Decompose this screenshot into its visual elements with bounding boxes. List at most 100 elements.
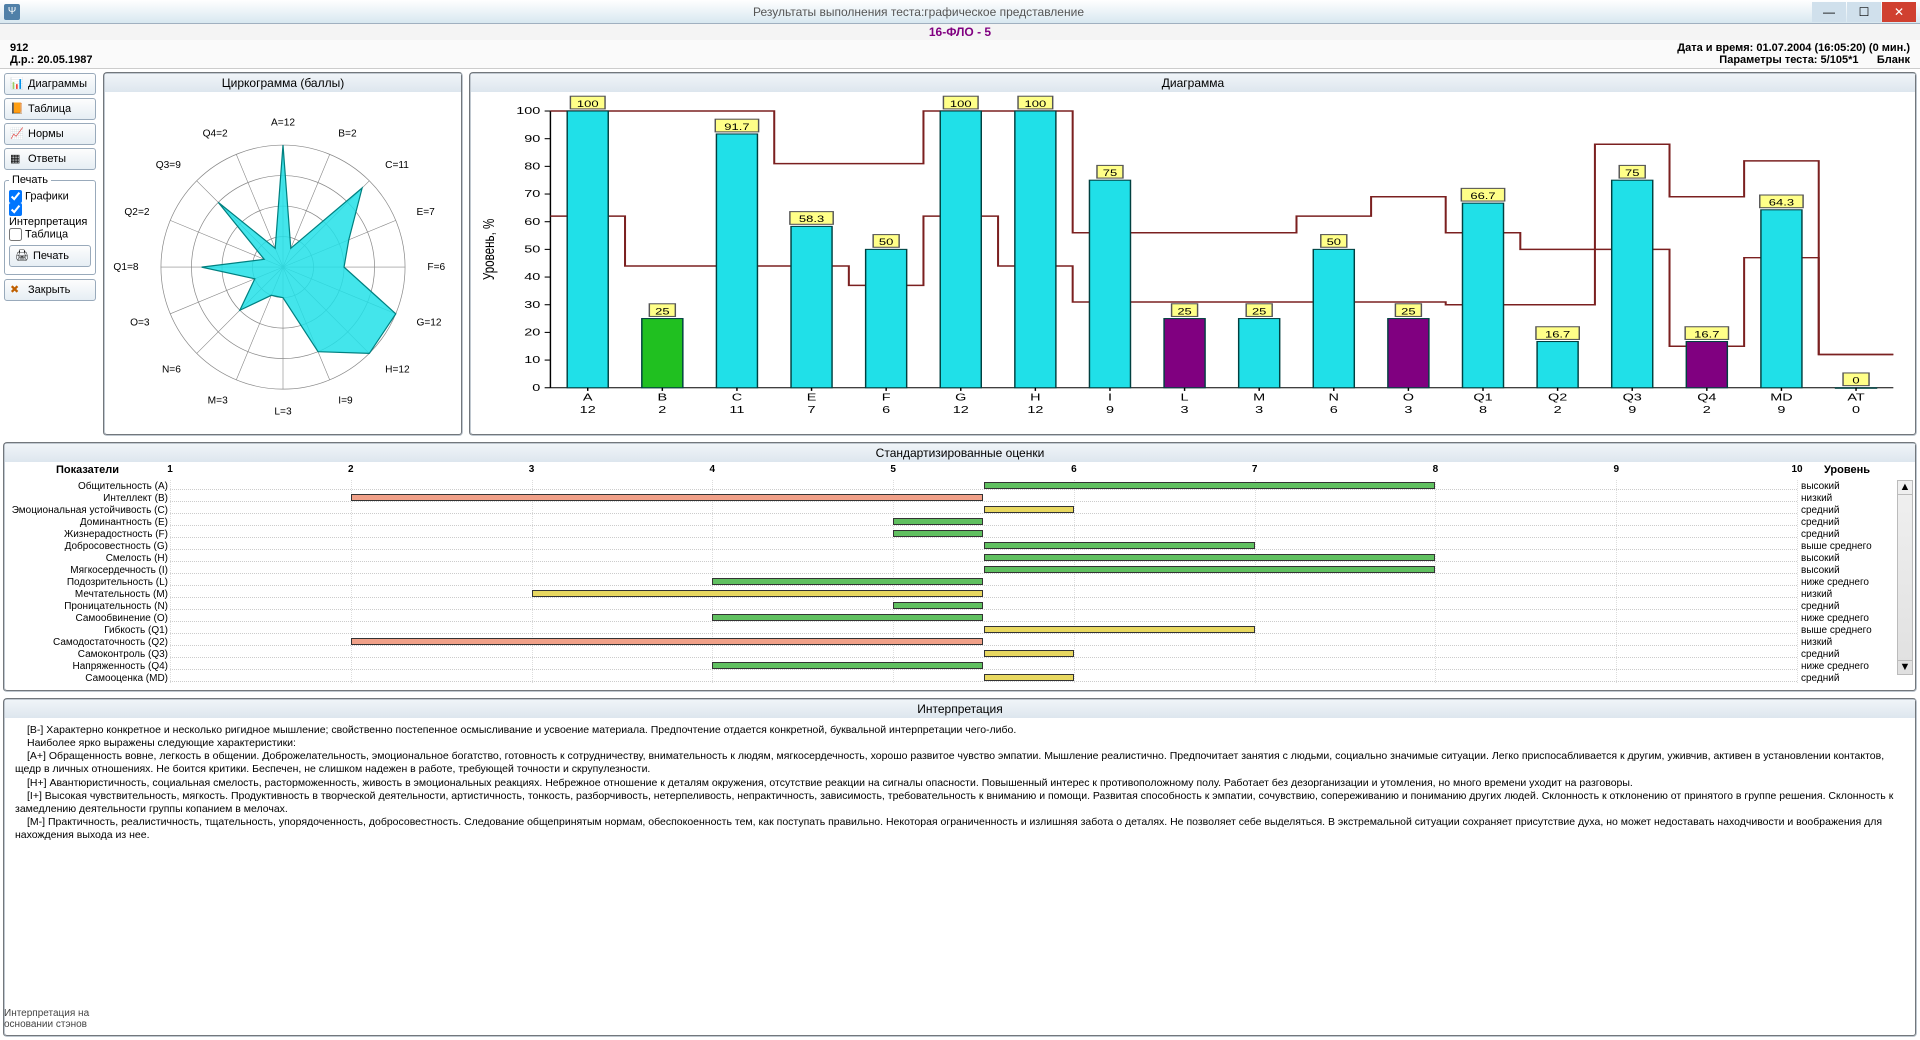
subtitle: 16-ФЛО - 5 [0, 24, 1920, 40]
svg-text:N=6: N=6 [162, 364, 181, 375]
svg-text:64.3: 64.3 [1769, 198, 1794, 208]
window-buttons: — ☐ ✕ [1811, 2, 1916, 22]
side-panel: 📊Диаграммы 📙Таблица 📈Нормы ▦Ответы Печат… [0, 69, 100, 439]
svg-text:G=12: G=12 [416, 317, 441, 328]
svg-text:Уровень, %: Уровень, % [479, 219, 497, 281]
svg-text:3: 3 [1255, 404, 1263, 416]
svg-text:50: 50 [524, 243, 540, 255]
svg-text:G: G [955, 391, 966, 403]
svg-text:100: 100 [577, 99, 599, 109]
svg-text:L: L [1181, 391, 1189, 403]
std-row: Добросовестность (G)выше среднего [5, 540, 1915, 552]
svg-text:10: 10 [524, 354, 540, 366]
circogram-chart: A=12B=2C=11E=7F=6G=12H=12I=9L=3M=3N=6O=3… [105, 92, 461, 430]
chart-icon: 📊 [10, 77, 24, 91]
close-button[interactable]: ✕ [1882, 2, 1916, 22]
print-button[interactable]: 🖨 Печать [9, 245, 91, 267]
std-row: Мягкосердечность (I)высокий [5, 564, 1915, 576]
svg-text:12: 12 [953, 404, 969, 416]
svg-text:2: 2 [1703, 404, 1711, 416]
std-grid: Общительность (A)высокийИнтеллект (B)низ… [5, 480, 1915, 675]
circogram-title: Циркограмма (баллы) [105, 74, 461, 92]
grid-icon: ▦ [10, 152, 24, 166]
svg-text:M: M [1253, 391, 1265, 403]
std-row: Общительность (A)высокий [5, 480, 1915, 492]
book-icon: 📙 [10, 102, 24, 116]
svg-text:0: 0 [1852, 376, 1859, 386]
svg-text:3: 3 [1181, 404, 1189, 416]
birthdate: Д.р.: 20.05.1987 [10, 54, 92, 66]
titlebar: Ψ Результаты выполнения теста:графическо… [0, 0, 1920, 24]
std-row: Напряженность (Q4)ниже среднего [5, 660, 1915, 672]
interp-text[interactable]: [B-] Характерно конкретное и несколько р… [5, 718, 1915, 848]
svg-text:I=9: I=9 [338, 396, 353, 407]
svg-text:16.7: 16.7 [1694, 330, 1719, 340]
params-label: Параметры теста: [1719, 54, 1817, 66]
svg-text:3: 3 [1404, 404, 1412, 416]
table-button[interactable]: 📙Таблица [4, 98, 96, 120]
print-legend: Печать [9, 174, 51, 186]
std-title: Стандартизированные оценки [5, 444, 1915, 462]
chk-interp[interactable]: Интерпретация [9, 203, 91, 228]
svg-text:25: 25 [655, 307, 669, 317]
svg-text:25: 25 [1252, 307, 1266, 317]
answers-button[interactable]: ▦Ответы [4, 148, 96, 170]
bar-chart: 0102030405060708090100Уровень, %100A1225… [471, 92, 1915, 430]
svg-text:91.7: 91.7 [724, 122, 749, 132]
svg-text:20: 20 [524, 326, 540, 338]
svg-text:50: 50 [879, 238, 893, 248]
svg-text:9: 9 [1777, 404, 1785, 416]
close-app-button[interactable]: ✖Закрыть [4, 279, 96, 301]
std-scale: 12345678910 [170, 464, 1797, 478]
svg-text:9: 9 [1106, 404, 1114, 416]
scrollbar[interactable]: ▲▼ [1897, 480, 1913, 675]
interp-title: Интерпретация [5, 700, 1915, 718]
blank-label: Бланк [1877, 54, 1910, 66]
svg-text:11: 11 [729, 404, 744, 416]
std-row: Мечтательность (M)низкий [5, 588, 1915, 600]
chk-graphics[interactable]: Графики [9, 190, 91, 203]
std-row: Интеллект (B)низкий [5, 492, 1915, 504]
svg-text:50: 50 [1327, 238, 1341, 248]
norms-button[interactable]: 📈Нормы [4, 123, 96, 145]
std-right-header: Уровень [1797, 464, 1897, 478]
header-row: 912 Д.р.: 20.05.1987 Дата и время: 01.07… [0, 40, 1920, 69]
diagrams-button[interactable]: 📊Диаграммы [4, 73, 96, 95]
maximize-button[interactable]: ☐ [1847, 2, 1881, 22]
interp-panel: Интерпретация [B-] Характерно конкретное… [3, 698, 1917, 1037]
svg-text:100: 100 [1025, 99, 1047, 109]
svg-text:75: 75 [1103, 168, 1117, 178]
svg-text:M=3: M=3 [208, 396, 228, 407]
std-row: Подозрительность (L)ниже среднего [5, 576, 1915, 588]
svg-text:Q4=2: Q4=2 [203, 129, 228, 140]
svg-text:2: 2 [1554, 404, 1562, 416]
svg-text:16.7: 16.7 [1545, 330, 1570, 340]
svg-text:90: 90 [524, 133, 540, 145]
window-title: Результаты выполнения теста:графическое … [26, 5, 1811, 19]
svg-text:6: 6 [882, 404, 890, 416]
chk-table[interactable]: Таблица [9, 228, 91, 241]
datetime-value: 01.07.2004 (16:05:20) (0 мин.) [1756, 42, 1910, 54]
svg-text:B=2: B=2 [338, 129, 357, 140]
svg-text:C=11: C=11 [385, 160, 409, 171]
svg-text:O: O [1403, 391, 1414, 403]
svg-text:8: 8 [1479, 404, 1487, 416]
svg-text:Q4: Q4 [1697, 391, 1716, 403]
svg-text:80: 80 [524, 160, 540, 172]
svg-text:A: A [583, 391, 593, 403]
chart-icon: 📈 [10, 127, 24, 141]
svg-text:100: 100 [950, 99, 972, 109]
minimize-button[interactable]: — [1812, 2, 1846, 22]
std-row: Гибкость (Q1)выше среднего [5, 624, 1915, 636]
svg-text:F=6: F=6 [427, 262, 445, 273]
footer-note: Интерпретация на основании стэнов [4, 1008, 94, 1030]
print-group: Печать Графики Интерпретация Таблица 🖨 П… [4, 174, 96, 275]
svg-text:30: 30 [524, 299, 540, 311]
svg-text:Q1=8: Q1=8 [113, 262, 138, 273]
std-row: Эмоциональная устойчивость (C)средний [5, 504, 1915, 516]
x-icon: ✖ [10, 283, 24, 297]
svg-text:25: 25 [1177, 307, 1191, 317]
svg-text:C: C [732, 391, 742, 403]
svg-text:Q2: Q2 [1548, 391, 1567, 403]
svg-text:60: 60 [524, 216, 540, 228]
